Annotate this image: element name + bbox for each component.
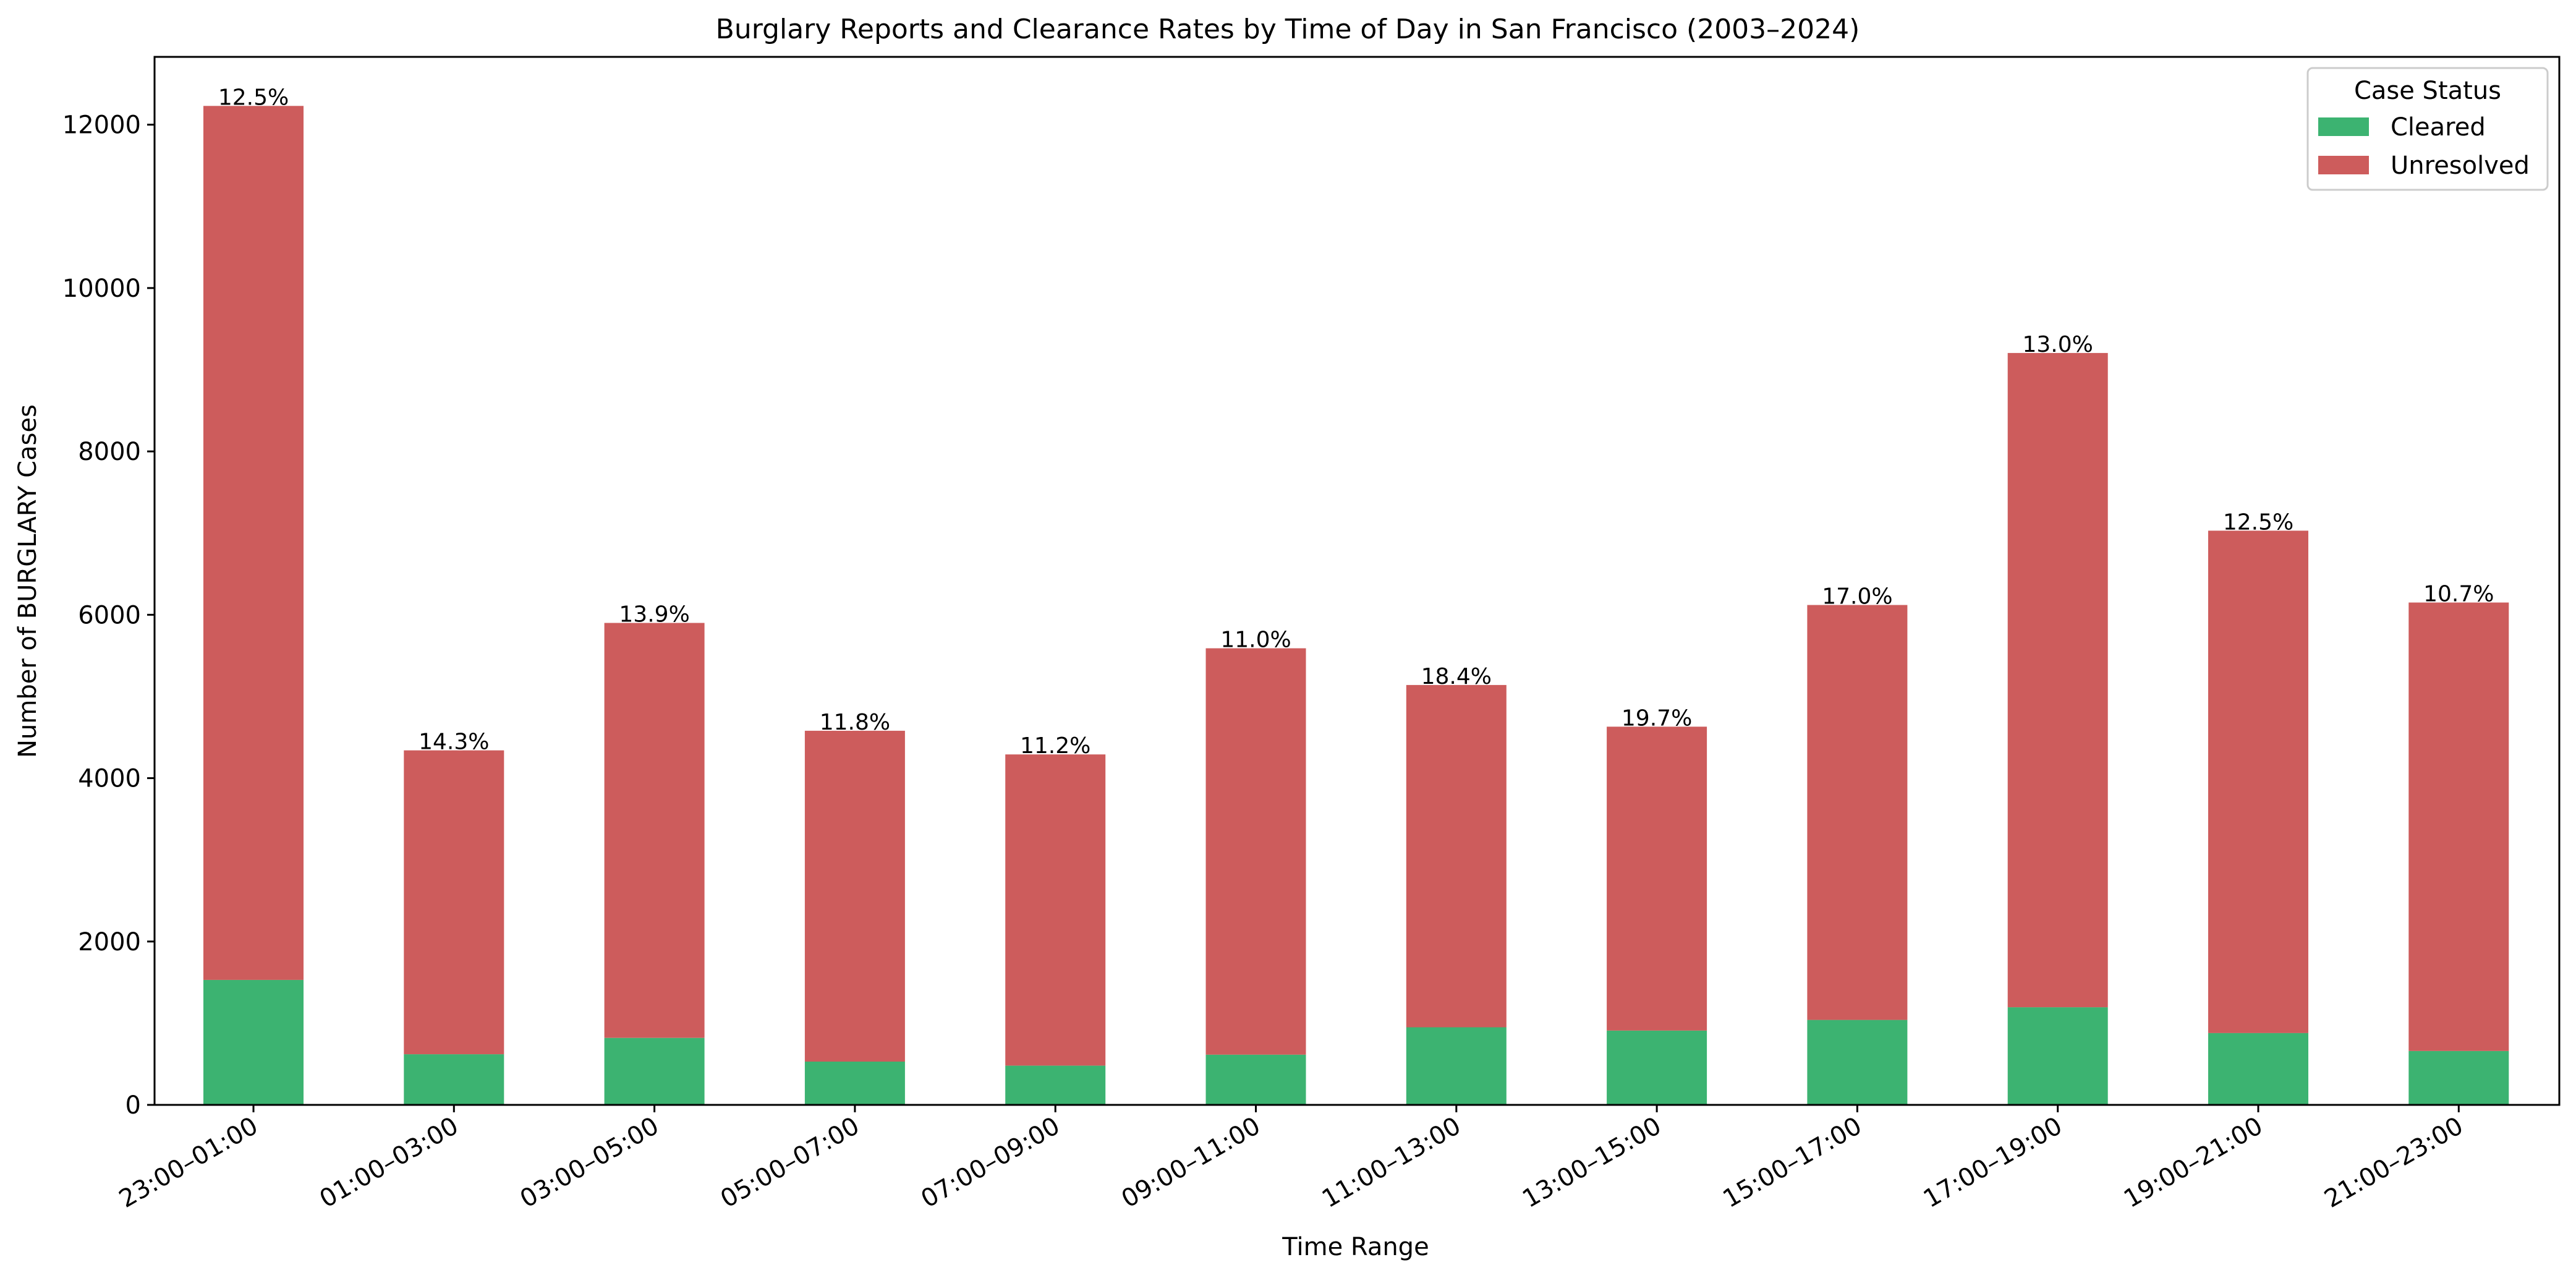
x-tick-label-5: 09:00–11:00	[1117, 1112, 1265, 1214]
y-tick-label-2: 4000	[78, 765, 141, 793]
x-tick-label-7: 13:00–15:00	[1518, 1112, 1666, 1214]
x-tick-label-3: 05:00–07:00	[716, 1112, 864, 1214]
bar-label-9: 13.0%	[2023, 332, 2093, 357]
y-tick-label-3: 6000	[78, 601, 141, 629]
plot-frame	[153, 56, 2561, 1106]
x-tick-label-10: 19:00–21:00	[2119, 1112, 2268, 1214]
bar-cleared-6	[1406, 1027, 1507, 1105]
x-axis: 23:00–01:00 01:00–03:00 03:00–05:00 05:00–0…	[114, 1105, 2468, 1214]
y-tick-label-6: 12000	[62, 111, 141, 140]
bar-cleared-9	[2007, 1007, 2108, 1105]
x-tick-label-11: 21:00–23:00	[2319, 1112, 2468, 1214]
y-tick-label-1: 2000	[78, 928, 141, 956]
bar-unresolved-7	[1607, 726, 1707, 1031]
x-tick-label-9: 17:00–19:00	[1919, 1112, 2067, 1214]
y-tick-label-0: 0	[125, 1091, 141, 1120]
bar-cleared-3	[804, 1062, 905, 1105]
bars-group	[203, 106, 2509, 1105]
bar-label-3: 11.8%	[820, 710, 890, 735]
x-tick-label-2: 03:00–05:00	[516, 1112, 664, 1214]
legend-title: Case Status	[2354, 77, 2501, 105]
x-tick-label-1: 01:00–03:00	[315, 1112, 463, 1214]
bar-label-7: 19.7%	[1622, 705, 1692, 731]
bar-unresolved-10	[2208, 530, 2308, 1033]
bar-cleared-10	[2208, 1033, 2308, 1105]
legend: Case Status Cleared Unresolved	[2306, 67, 2549, 191]
bar-cleared-1	[404, 1054, 504, 1105]
x-tick-label-6: 11:00–13:00	[1317, 1112, 1466, 1214]
bar-unresolved-6	[1406, 684, 1507, 1028]
bar-unresolved-3	[804, 730, 905, 1062]
y-tick-label-4: 8000	[78, 438, 141, 466]
chart-title: Burglary Reports and Clearance Rates by …	[716, 14, 1860, 45]
bar-unresolved-11	[2408, 602, 2509, 1051]
bar-cleared-8	[1807, 1020, 1908, 1105]
bar-cleared-7	[1607, 1030, 1707, 1105]
y-tick-label-5: 10000	[62, 275, 141, 303]
bar-label-8: 17.0%	[1822, 584, 1892, 610]
bar-unresolved-9	[2007, 352, 2108, 1008]
x-tick-label-4: 07:00–09:00	[916, 1112, 1065, 1214]
legend-label-unresolved: Unresolved	[2391, 151, 2530, 180]
y-axis: 0 2000 4000 6000 8000 10000 12000	[62, 111, 155, 1120]
bar-unresolved-1	[404, 750, 504, 1055]
bar-cleared-4	[1005, 1065, 1106, 1105]
bar-cleared-5	[1205, 1054, 1306, 1105]
bar-unresolved-8	[1807, 605, 1908, 1020]
bar-cleared-0	[203, 979, 304, 1105]
legend-swatch-unresolved	[2318, 156, 2369, 174]
bar-label-4: 11.2%	[1020, 733, 1090, 759]
legend-label-cleared: Cleared	[2391, 113, 2486, 142]
bar-unresolved-2	[604, 623, 705, 1038]
bar-cleared-2	[604, 1037, 705, 1105]
bar-cleared-11	[2408, 1050, 2509, 1105]
x-tick-label-0: 23:00–01:00	[114, 1112, 263, 1214]
bar-label-11: 10.7%	[2423, 582, 2494, 607]
bar-labels-group: 12.5% 14.3% 13.9% 11.8% 11.2% 11.0% 18.4% 19.7%…	[218, 85, 2494, 759]
bar-label-2: 13.9%	[619, 602, 689, 628]
bar-label-1: 14.3%	[419, 730, 489, 755]
bar-unresolved-4	[1005, 754, 1106, 1066]
y-axis-label: Number of BURGLARY Cases	[14, 404, 42, 758]
bar-unresolved-5	[1205, 648, 1306, 1055]
x-axis-label: Time Range	[1282, 1233, 1429, 1261]
bar-label-6: 18.4%	[1421, 664, 1492, 689]
x-tick-label-8: 15:00–17:00	[1718, 1112, 1866, 1214]
bar-unresolved-0	[203, 106, 304, 980]
bar-label-0: 12.5%	[218, 85, 289, 110]
bar-label-10: 12.5%	[2223, 509, 2293, 535]
legend-swatch-cleared	[2318, 117, 2369, 136]
bar-label-5: 11.0%	[1220, 628, 1291, 653]
